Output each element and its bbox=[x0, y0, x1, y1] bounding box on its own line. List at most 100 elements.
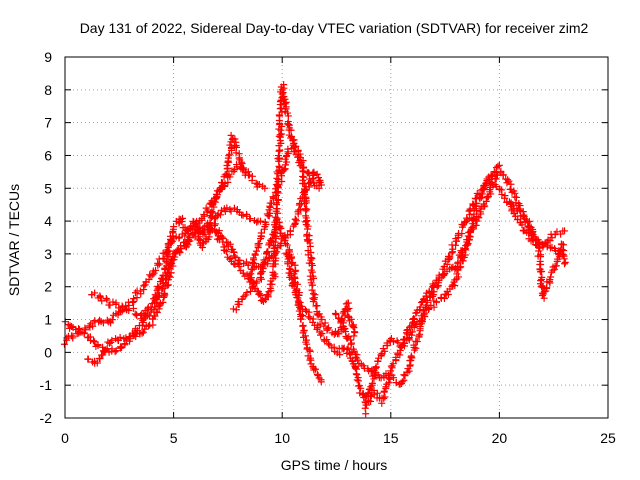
data-point bbox=[313, 302, 321, 310]
data-point bbox=[348, 357, 356, 365]
plot-frame bbox=[64, 56, 609, 419]
data-point bbox=[154, 282, 162, 290]
data-series bbox=[60, 81, 569, 418]
data-point bbox=[133, 294, 141, 302]
data-point bbox=[90, 337, 98, 345]
data-point bbox=[195, 228, 203, 236]
data-point bbox=[103, 296, 111, 304]
data-point bbox=[277, 126, 285, 134]
data-point bbox=[350, 347, 358, 355]
axes: 0 5 10 15 20 25 -2 -1 0 1 2 3 4 5 6 7 8 9 bbox=[40, 49, 616, 446]
y-tick-label: 2 bbox=[44, 279, 52, 295]
data-point bbox=[302, 221, 310, 229]
y-tick-label: 5 bbox=[44, 180, 52, 196]
data-point bbox=[306, 314, 314, 322]
data-point bbox=[268, 280, 276, 288]
data-point bbox=[207, 222, 215, 230]
data-point bbox=[99, 351, 107, 359]
data-point bbox=[235, 154, 243, 162]
data-point bbox=[318, 329, 326, 337]
data-point bbox=[69, 332, 77, 340]
data-point bbox=[245, 271, 253, 279]
data-point bbox=[253, 218, 261, 226]
data-point bbox=[380, 388, 388, 396]
data-point bbox=[498, 190, 506, 198]
data-point bbox=[210, 203, 218, 211]
data-point bbox=[276, 131, 284, 139]
y-tick-label: 9 bbox=[44, 49, 52, 65]
data-point bbox=[239, 211, 247, 219]
data-point bbox=[223, 162, 231, 170]
data-point bbox=[159, 249, 167, 257]
data-point bbox=[537, 275, 545, 283]
data-point bbox=[446, 253, 454, 261]
data-point bbox=[553, 228, 561, 236]
data-point bbox=[263, 248, 271, 256]
x-tick-label: 15 bbox=[383, 430, 399, 446]
data-point bbox=[106, 301, 114, 309]
data-point bbox=[522, 216, 530, 224]
data-point bbox=[405, 367, 413, 375]
data-point bbox=[76, 328, 84, 336]
data-point bbox=[274, 152, 282, 160]
data-point bbox=[357, 384, 365, 392]
data-point bbox=[167, 269, 175, 277]
data-point bbox=[318, 315, 326, 323]
data-point bbox=[361, 404, 369, 412]
data-point bbox=[141, 325, 149, 333]
data-point bbox=[292, 217, 300, 225]
data-point bbox=[347, 340, 355, 348]
data-point bbox=[125, 333, 133, 341]
data-point bbox=[286, 227, 294, 235]
data-point bbox=[308, 261, 316, 269]
data-point bbox=[230, 248, 238, 256]
data-point bbox=[108, 316, 116, 324]
series-track-k bbox=[507, 199, 569, 302]
data-point bbox=[454, 231, 462, 239]
data-point bbox=[410, 314, 418, 322]
data-point bbox=[131, 310, 139, 318]
data-point bbox=[430, 303, 438, 311]
data-point bbox=[171, 253, 179, 261]
data-point bbox=[112, 300, 120, 308]
data-point bbox=[187, 222, 195, 230]
data-point bbox=[317, 378, 325, 386]
data-point bbox=[456, 264, 464, 272]
data-point bbox=[308, 268, 316, 276]
data-point bbox=[313, 170, 321, 178]
data-point bbox=[211, 220, 219, 228]
data-point bbox=[96, 293, 104, 301]
data-point bbox=[301, 306, 309, 314]
data-point bbox=[262, 256, 270, 264]
data-point bbox=[94, 341, 102, 349]
data-point bbox=[304, 169, 312, 177]
data-point bbox=[112, 347, 120, 355]
data-point bbox=[367, 383, 375, 391]
data-point bbox=[458, 230, 466, 238]
data-point bbox=[208, 208, 216, 216]
data-point bbox=[261, 184, 269, 192]
data-point bbox=[269, 193, 277, 201]
data-point bbox=[239, 269, 247, 277]
data-point bbox=[82, 326, 90, 334]
data-point bbox=[243, 210, 251, 218]
data-point bbox=[223, 248, 231, 256]
data-point bbox=[347, 315, 355, 323]
data-point bbox=[96, 316, 104, 324]
series-track-i bbox=[331, 176, 569, 382]
data-point bbox=[222, 170, 230, 178]
data-point bbox=[159, 271, 167, 279]
x-tick-label: 0 bbox=[61, 430, 69, 446]
data-point bbox=[441, 257, 449, 265]
data-point bbox=[84, 355, 92, 363]
data-point bbox=[291, 288, 299, 296]
data-point bbox=[100, 348, 108, 356]
data-point bbox=[118, 302, 126, 310]
data-point bbox=[434, 279, 442, 287]
data-point bbox=[300, 173, 308, 181]
data-point bbox=[389, 338, 397, 346]
data-point bbox=[198, 244, 206, 252]
data-point bbox=[231, 135, 239, 143]
data-point bbox=[321, 319, 329, 327]
